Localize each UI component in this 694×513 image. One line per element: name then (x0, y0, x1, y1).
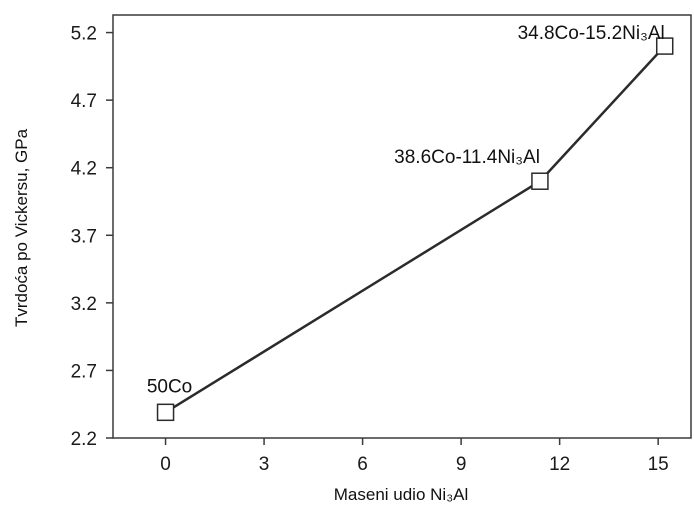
y-tick-label: 2.2 (71, 429, 97, 450)
y-tick-label: 4.2 (71, 159, 97, 180)
series-line (164, 45, 666, 414)
x-tick-label: 3 (259, 454, 270, 475)
y-tick-label: 5.2 (71, 24, 97, 45)
x-axis-title: Maseni udio Ni₃Al (334, 485, 468, 504)
y-tick-label: 3.2 (71, 294, 97, 315)
annotation-layer: 50Co 38.6Co-11.4Ni₃Al 34.8Co-15.2Ni₃Al (147, 23, 665, 397)
x-tick-label: 15 (648, 454, 669, 475)
y-tick-label: 2.7 (71, 361, 97, 382)
point-label: 50Co (147, 376, 192, 397)
y-tick-label: 4.7 (71, 91, 97, 112)
y-tick-label: 3.7 (71, 226, 97, 247)
plot-frame (112, 14, 692, 439)
point-label: 38.6Co-11.4Ni₃Al (394, 147, 540, 168)
x-tick-label: 12 (549, 454, 570, 475)
x-tick-label: 0 (160, 454, 171, 475)
data-point (655, 37, 674, 55)
data-point (531, 172, 549, 190)
x-tick-label: 9 (456, 454, 467, 475)
y-axis-title: Tvrdoća po Vickersu, GPa (12, 128, 31, 327)
point-label: 34.8Co-15.2Ni₃Al (518, 23, 665, 44)
x-axis-ticks: 0 3 6 9 12 15 (160, 438, 669, 475)
data-point (156, 403, 175, 422)
x-tick-label: 6 (357, 454, 368, 475)
series-layer (156, 37, 674, 422)
y-axis-ticks: 2.2 2.7 3.2 3.7 4.2 4.7 5.2 (71, 24, 113, 450)
